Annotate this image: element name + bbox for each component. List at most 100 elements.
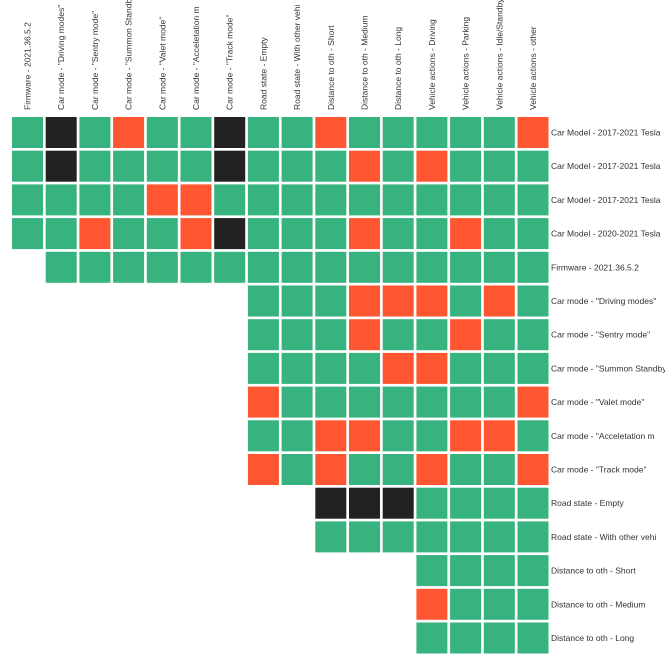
matrix-cells: [12, 117, 549, 654]
matrix-cell-ok: [517, 352, 549, 384]
matrix-cell-ok: [483, 117, 515, 148]
matrix-cell-conflict: [416, 454, 448, 485]
matrix-cell-ok: [382, 184, 414, 216]
row-label: Car mode - "Summon Standby: [551, 363, 665, 373]
matrix-cell-ok: [517, 218, 549, 250]
matrix-cell-conflict: [315, 117, 347, 148]
row-label: Car Model - 2017-2021 Tesla: [551, 128, 661, 138]
matrix-cell-ok: [247, 285, 279, 317]
row-label: Car Model - 2017-2021 Tesla: [551, 195, 661, 205]
matrix-cell-ok: [79, 150, 111, 182]
matrix-cell-ok: [416, 386, 448, 418]
column-label: Road state - With other vehi: [292, 5, 302, 110]
matrix-cell-ok: [12, 218, 43, 250]
matrix-cell-ok: [349, 386, 380, 418]
matrix-cell-ok: [483, 622, 515, 654]
column-label: Road state - Empty: [258, 36, 268, 110]
matrix-cell-conflict: [416, 150, 448, 182]
matrix-cell-ok: [12, 184, 43, 216]
matrix-cell-ok: [281, 184, 313, 216]
matrix-cell-ok: [281, 420, 313, 452]
matrix-cell-ok: [382, 420, 414, 452]
matrix-cell-ok: [450, 454, 482, 485]
matrix-cell-ok: [45, 184, 77, 216]
row-label: Car Model - 2020-2021 Tesla: [551, 229, 661, 239]
matrix-cell-conflict: [349, 218, 380, 250]
matrix-cell-ok: [382, 319, 414, 351]
column-label: Firmware - 2021.36.5.2: [23, 22, 33, 110]
matrix-cell-ok: [146, 117, 178, 148]
column-label: Distance to oth - Long: [393, 27, 403, 110]
row-label: Road state - Empty: [551, 498, 625, 508]
matrix-cell-ok: [79, 117, 111, 148]
matrix-cell-ok: [517, 588, 549, 620]
matrix-cell-ok: [113, 251, 145, 283]
matrix-cell-ok: [247, 218, 279, 250]
row-label: Car mode - "Driving modes": [551, 296, 656, 306]
matrix-cell-ok: [483, 487, 515, 519]
column-label: Car mode - "Track mode": [225, 15, 235, 110]
matrix-cell-ok: [247, 319, 279, 351]
matrix-cell-ok: [12, 117, 43, 148]
matrix-cell-ok: [382, 150, 414, 182]
row-label: Car mode - "Sentry mode": [551, 330, 650, 340]
matrix-cell-ok: [416, 555, 448, 587]
matrix-cell-conflict: [517, 386, 549, 418]
column-label: Distance to oth - Short: [326, 25, 336, 110]
matrix-cell-ok: [113, 150, 145, 182]
matrix-cell-ok: [517, 521, 549, 553]
matrix-cell-ok: [180, 150, 212, 182]
matrix-cell-ok: [483, 319, 515, 351]
matrix-cell-ok: [483, 352, 515, 384]
matrix-cell-conflict: [517, 117, 549, 148]
matrix-cell-conflict: [247, 386, 279, 418]
matrix-cell-blocked: [382, 487, 414, 519]
matrix-cell-ok: [517, 487, 549, 519]
row-label: Road state - With other vehi: [551, 532, 656, 542]
matrix-cell-conflict: [315, 420, 347, 452]
column-labels: Firmware - 2021.36.5.2 Car mode - "Drivin…: [23, 0, 539, 110]
row-label: Car mode - "Track mode": [551, 465, 646, 475]
matrix-cell-conflict: [416, 285, 448, 317]
matrix-cell-ok: [247, 184, 279, 216]
matrix-cell-ok: [382, 218, 414, 250]
matrix-cell-ok: [349, 352, 380, 384]
matrix-cell-ok: [315, 386, 347, 418]
matrix-cell-conflict: [382, 352, 414, 384]
matrix-cell-ok: [483, 454, 515, 485]
matrix-cell-ok: [247, 420, 279, 452]
matrix-cell-conflict: [382, 285, 414, 317]
matrix-cell-ok: [416, 184, 448, 216]
matrix-cell-ok: [416, 521, 448, 553]
matrix-cell-ok: [12, 150, 43, 182]
matrix-cell-ok: [247, 251, 279, 283]
matrix-cell-ok: [281, 117, 313, 148]
matrix-cell-blocked: [315, 487, 347, 519]
matrix-cell-ok: [517, 319, 549, 351]
matrix-cell-ok: [315, 352, 347, 384]
matrix-cell-ok: [517, 184, 549, 216]
matrix-cell-ok: [483, 521, 515, 553]
column-label: Car mode - "Summon Standb: [124, 0, 134, 110]
matrix-cell-ok: [146, 150, 178, 182]
matrix-cell-ok: [79, 251, 111, 283]
matrix-cell-ok: [281, 386, 313, 418]
matrix-cell-ok: [349, 454, 380, 485]
matrix-cell-ok: [180, 251, 212, 283]
matrix-cell-blocked: [214, 218, 246, 250]
column-label: Vehicle actions - Idle/Standby: [494, 0, 504, 110]
matrix-cell-ok: [450, 150, 482, 182]
row-labels: Car Model - 2017-2021 Tesla Car Model - 2…: [551, 128, 665, 644]
matrix-cell-ok: [113, 184, 145, 216]
matrix-cell-ok: [450, 622, 482, 654]
matrix-cell-ok: [315, 521, 347, 553]
matrix-cell-ok: [382, 521, 414, 553]
row-label: Distance to oth - Medium: [551, 599, 645, 609]
matrix-cell-ok: [281, 218, 313, 250]
matrix-cell-ok: [450, 487, 482, 519]
matrix-cell-ok: [450, 386, 482, 418]
matrix-cell-ok: [315, 251, 347, 283]
matrix-cell-ok: [214, 251, 246, 283]
matrix-cell-ok: [483, 386, 515, 418]
matrix-cell-ok: [180, 117, 212, 148]
